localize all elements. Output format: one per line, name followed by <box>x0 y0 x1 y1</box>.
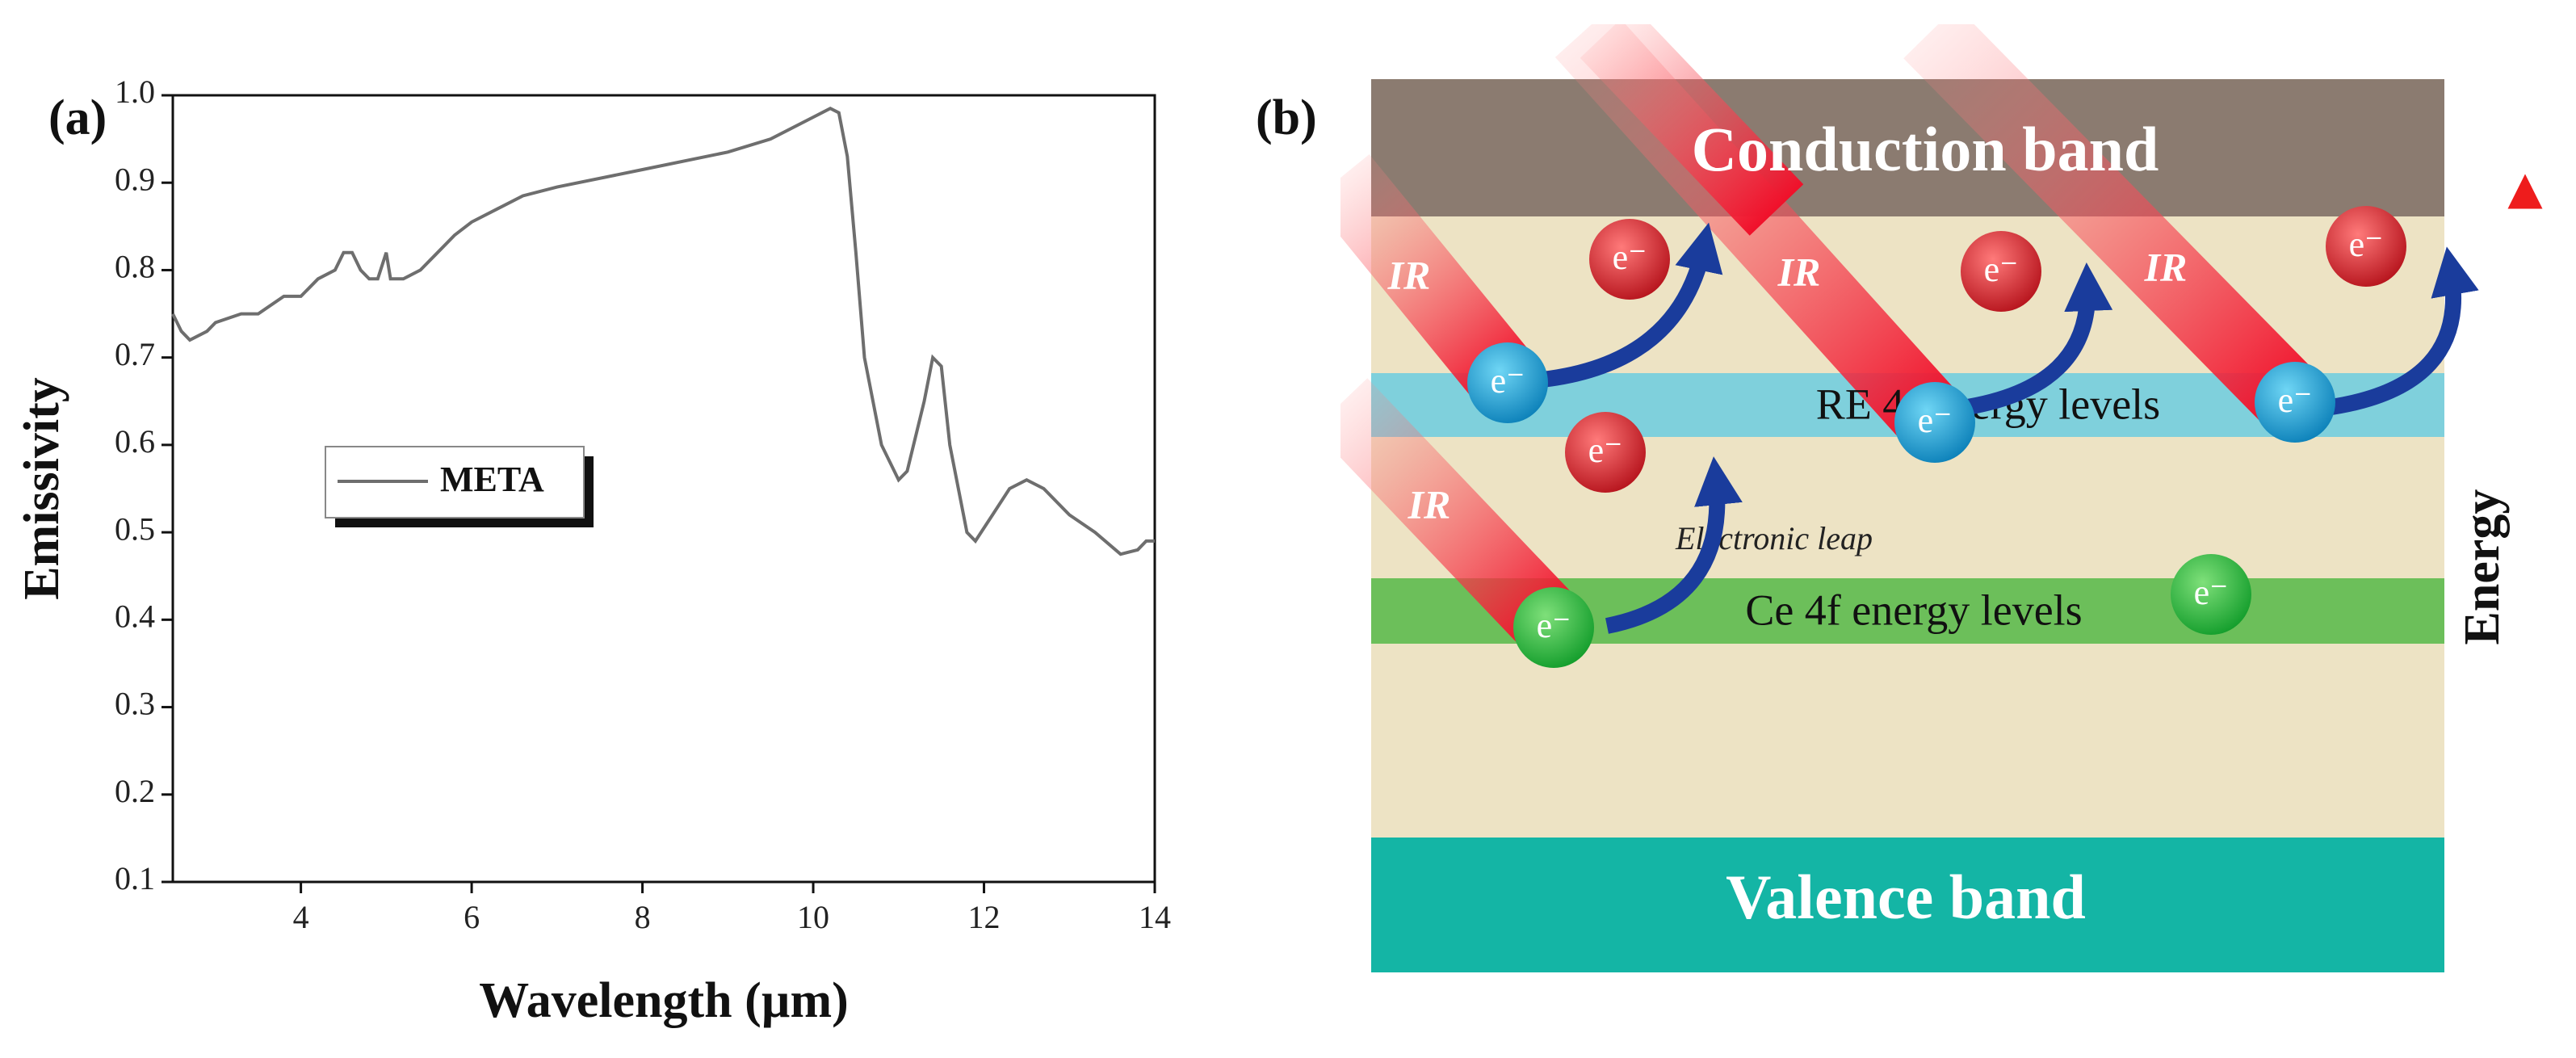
leap-arrow <box>1541 222 1723 388</box>
x-axis-title: Wavelength (µm) <box>479 973 849 1028</box>
conduction-band <box>1371 79 2444 216</box>
y-tick-label: 0.3 <box>115 686 155 722</box>
x-tick-label: 8 <box>635 899 651 935</box>
electron-label: e⁻ <box>1613 237 1647 277</box>
legend: META <box>325 446 594 527</box>
ir-beam <box>1340 153 1537 407</box>
ir-beam <box>1903 24 2322 430</box>
electron <box>1513 587 1594 668</box>
y-tick-label: 0.5 <box>115 510 155 547</box>
y-tick-label: 0.8 <box>115 249 155 285</box>
panel-label: (b) <box>1256 90 1317 145</box>
panel-label: (a) <box>48 90 107 145</box>
x-tick-label: 12 <box>968 899 1001 935</box>
electron <box>2171 554 2251 635</box>
band-gap <box>1371 79 2444 972</box>
y-tick-label: 0.7 <box>115 336 155 372</box>
ir-label: IR <box>1408 481 1451 527</box>
electron-label: e⁻ <box>1588 430 1623 470</box>
ir-beam <box>1580 24 1804 236</box>
plot-frame <box>171 94 1156 884</box>
y-tick-label: 0.6 <box>115 423 155 460</box>
electron-label: e⁻ <box>2349 225 2384 264</box>
ir-label: IR <box>1387 252 1431 297</box>
electron <box>1467 342 1548 423</box>
y-tick-label: 0.4 <box>115 598 155 635</box>
electron-label: e⁻ <box>1537 606 1571 645</box>
x-tick-label: 6 <box>464 899 480 935</box>
electron <box>1961 231 2041 312</box>
conduction-label: Conduction band <box>1692 114 2159 184</box>
ir-label: IR <box>2144 244 2188 289</box>
legend-label: META <box>440 460 544 499</box>
electron <box>1565 412 1646 493</box>
leap-arrow <box>1961 262 2113 416</box>
y-tick-label: 0.2 <box>115 773 155 809</box>
ir-label: IR <box>1777 249 1821 294</box>
valence-label: Valence band <box>1726 862 2086 932</box>
data-line <box>171 106 1155 556</box>
electron-label: e⁻ <box>1984 250 2019 289</box>
y-axis-title: Emissivity <box>15 377 69 600</box>
diagram: (b) IR IR IR IR Conduction band Valence ban… <box>1256 24 2543 979</box>
electron-label: e⁻ <box>1918 401 1953 440</box>
leap-arrow <box>1605 456 1743 634</box>
x-tick-label: 4 <box>293 899 309 935</box>
electron <box>1589 219 1670 300</box>
energy-label: Energy <box>2455 489 2510 645</box>
electron-label: e⁻ <box>1491 361 1525 401</box>
x-tick-label: 14 <box>1139 899 1171 935</box>
electron <box>2255 362 2335 443</box>
electron-label: e⁻ <box>2194 573 2229 612</box>
y-tick-label: 0.9 <box>115 161 155 197</box>
y-tick-label: 0.1 <box>115 860 155 896</box>
ir-beam <box>1340 378 1581 653</box>
electron <box>1894 382 1975 463</box>
valence-band <box>1371 838 2444 972</box>
y-tick-label: 1.0 <box>115 73 155 110</box>
x-tick-label: 10 <box>797 899 829 935</box>
leap-arrow <box>2324 246 2479 416</box>
electron-label: e⁻ <box>2278 380 2313 420</box>
electron <box>2326 206 2406 287</box>
ce-label: Ce 4f energy levels <box>1745 586 2082 634</box>
